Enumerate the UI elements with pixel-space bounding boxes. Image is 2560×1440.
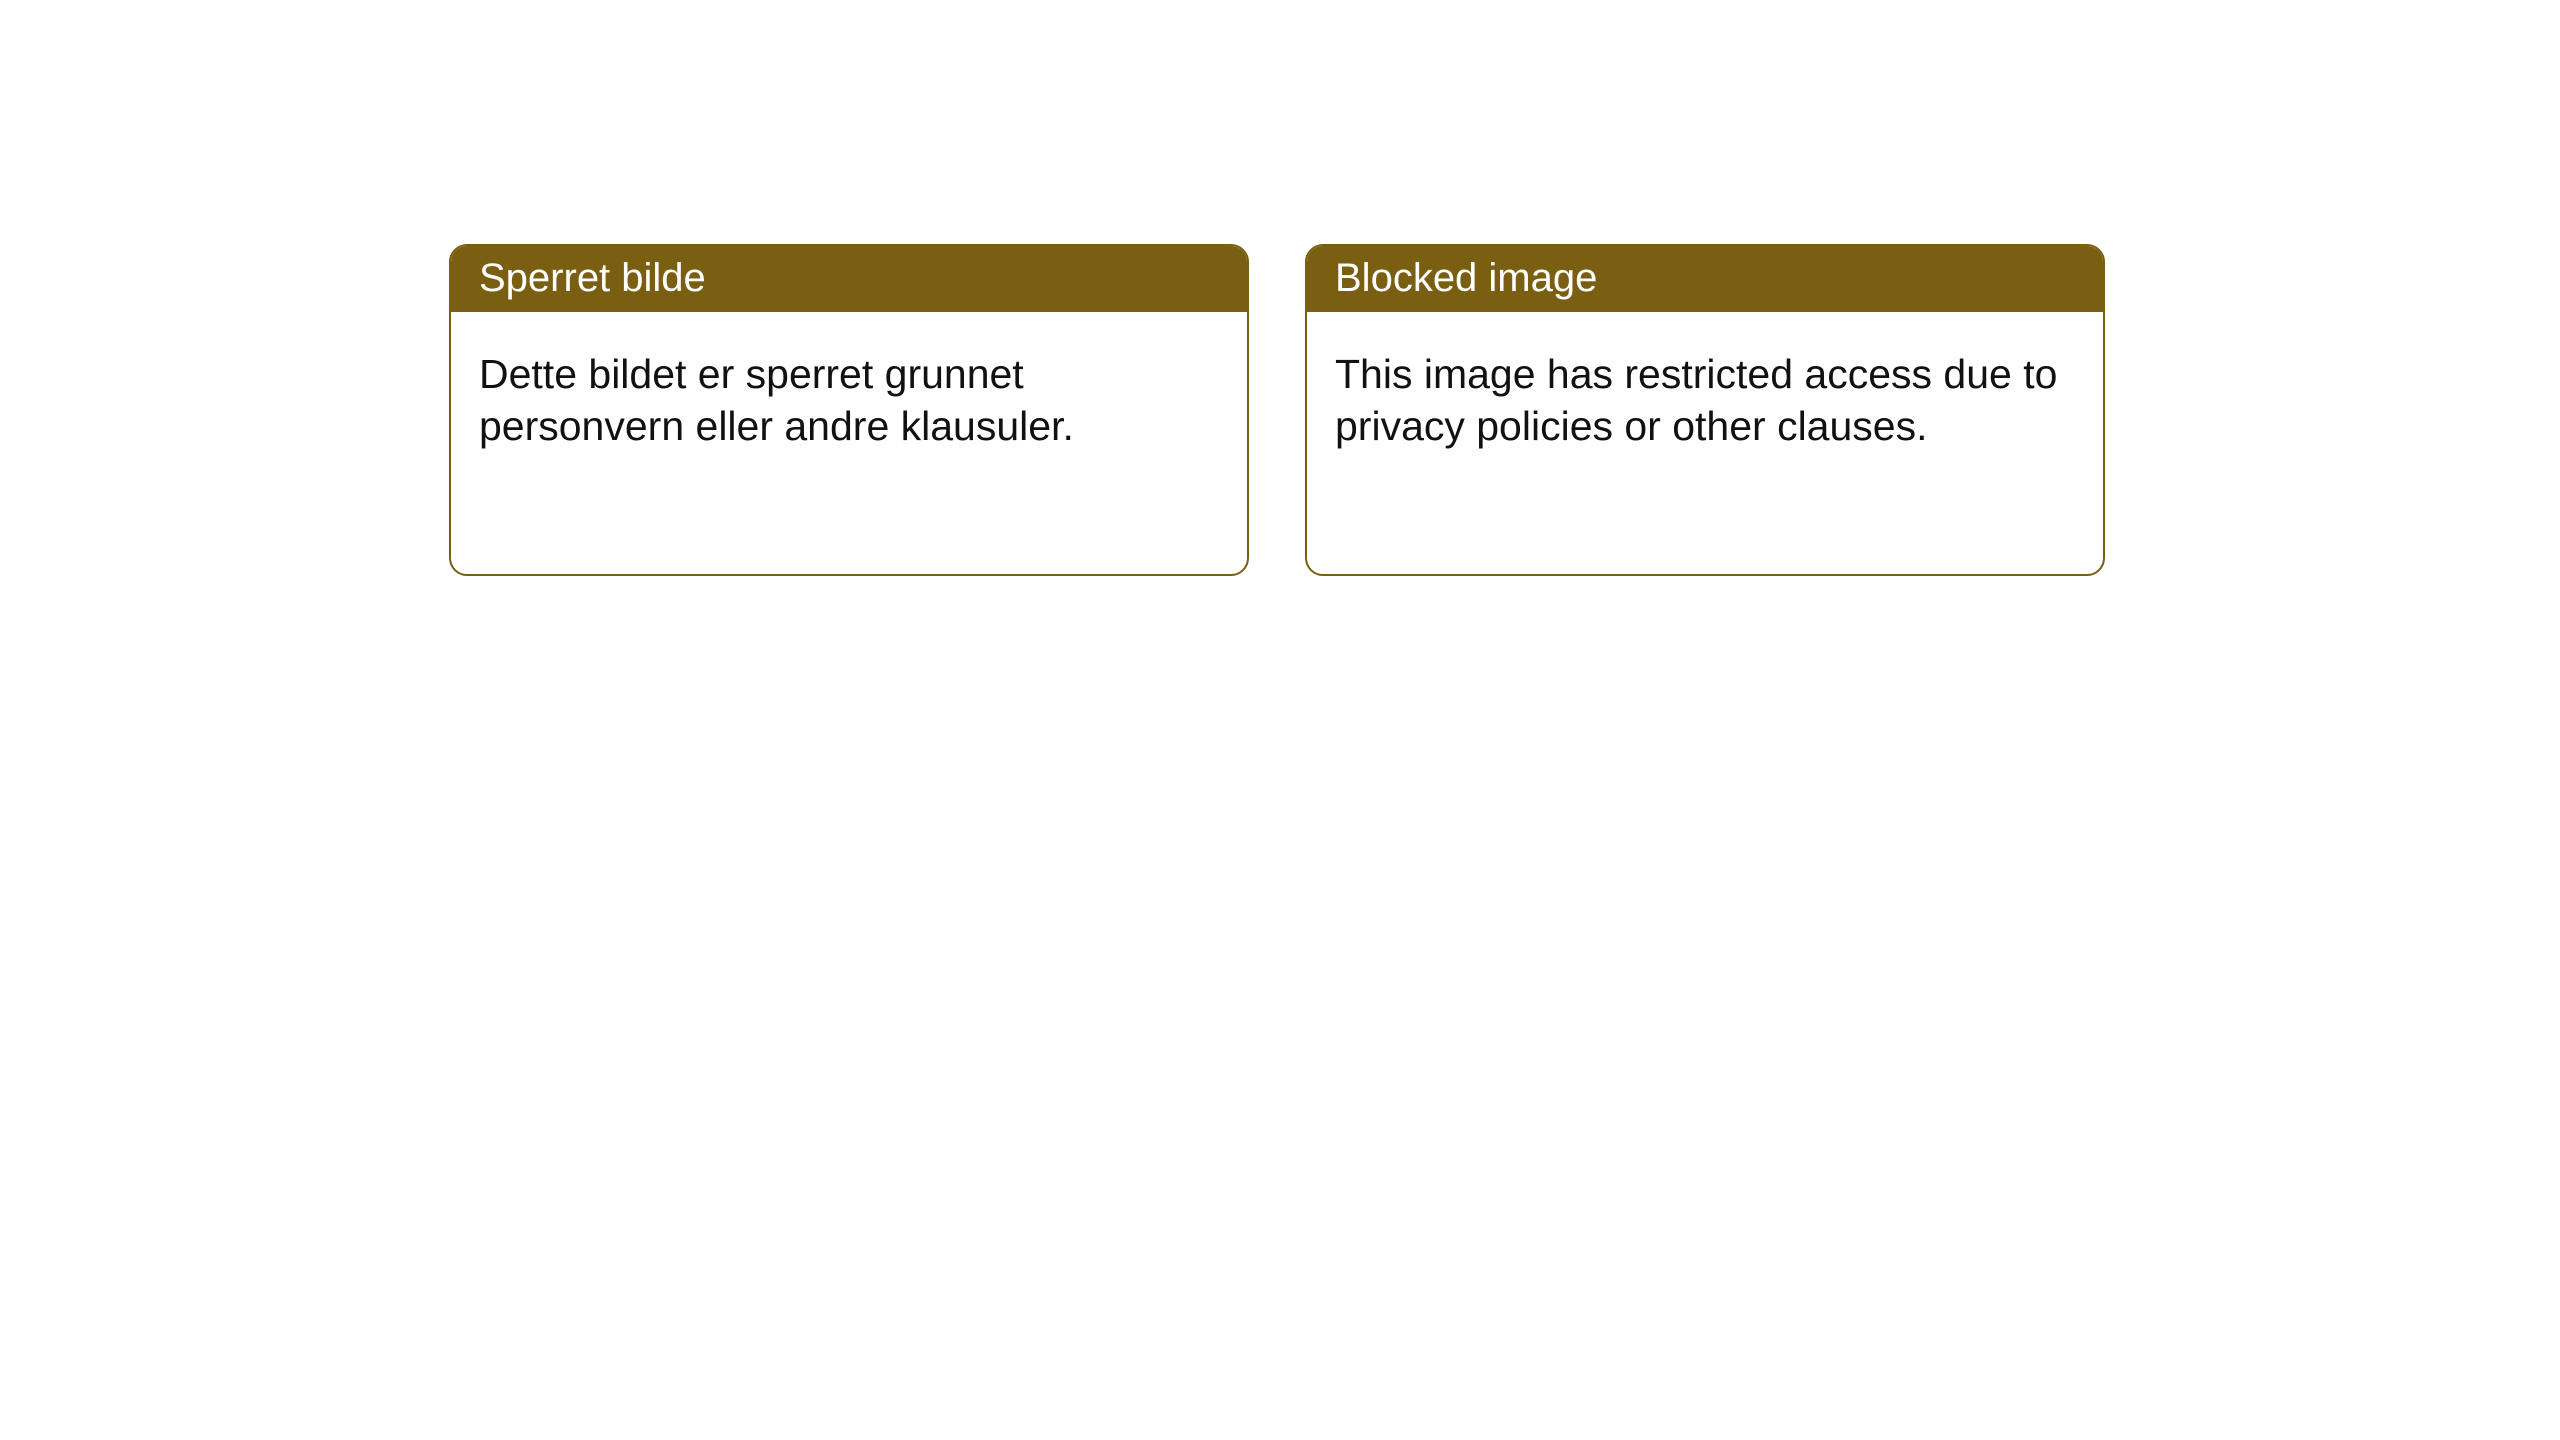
notice-title-norwegian: Sperret bilde [451, 246, 1247, 312]
notice-container: Sperret bilde Dette bildet er sperret gr… [0, 0, 2560, 576]
notice-card-norwegian: Sperret bilde Dette bildet er sperret gr… [449, 244, 1249, 576]
notice-card-english: Blocked image This image has restricted … [1305, 244, 2105, 576]
notice-body-norwegian: Dette bildet er sperret grunnet personve… [451, 312, 1247, 480]
notice-title-english: Blocked image [1307, 246, 2103, 312]
notice-body-english: This image has restricted access due to … [1307, 312, 2103, 480]
